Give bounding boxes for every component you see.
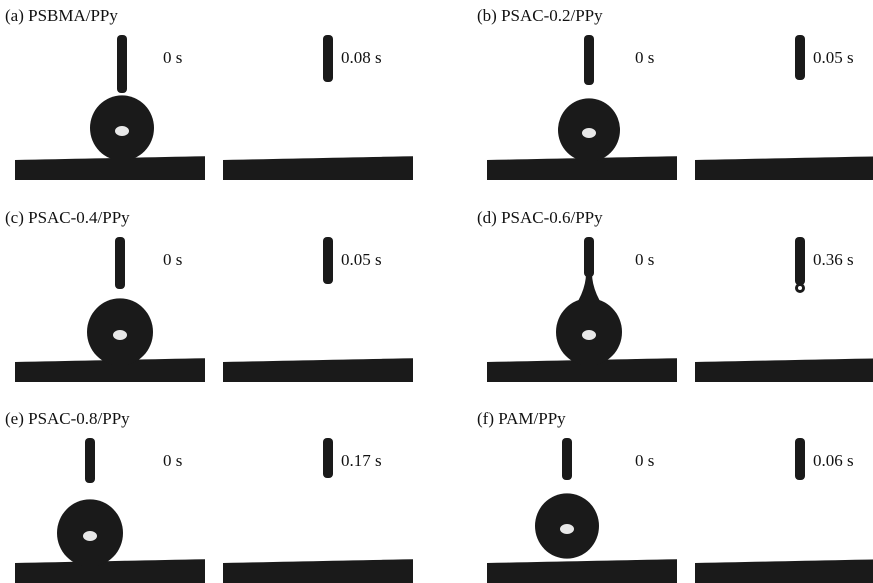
droplet-image: 0 s — [15, 438, 205, 583]
droplet-image: 0.06 s — [695, 438, 873, 583]
drop-highlight — [560, 524, 574, 534]
needle — [117, 35, 127, 93]
panel: (d) PSAC-0.6/PPy 0 s 0.36 s — [477, 208, 873, 382]
substrate — [695, 358, 873, 382]
time-label: 0 s — [635, 48, 654, 67]
time-label: 0.17 s — [341, 451, 382, 470]
droplet-image: 0 s — [15, 35, 205, 180]
panel: (b) PSAC-0.2/PPy 0 s 0.05 s — [477, 6, 873, 180]
panel-label: (f) PAM/PPy — [477, 409, 566, 428]
panel: (e) PSAC-0.8/PPy 0 s 0.17 s — [5, 409, 413, 583]
time-label: 0.05 s — [341, 250, 382, 269]
droplet-image: 0.36 s — [695, 237, 873, 382]
needle — [323, 35, 333, 82]
time-label: 0.05 s — [813, 48, 854, 67]
drop-highlight — [115, 126, 129, 136]
panel-label: (c) PSAC-0.4/PPy — [5, 208, 130, 227]
needle — [795, 35, 805, 80]
panel-label: (d) PSAC-0.6/PPy — [477, 208, 603, 227]
droplet-image: 0 s — [15, 237, 205, 382]
substrate — [15, 156, 205, 180]
needle — [323, 237, 333, 284]
drop-residue-hl — [798, 286, 802, 290]
needle — [795, 438, 805, 480]
panel: (f) PAM/PPy 0 s 0.06 s — [477, 409, 873, 583]
needle — [323, 438, 333, 478]
substrate — [223, 156, 413, 180]
droplet-image: 0 s — [487, 237, 677, 382]
needle — [584, 237, 594, 277]
time-label: 0 s — [163, 48, 182, 67]
droplet-image: 0.05 s — [223, 237, 413, 382]
droplet-image: 0.05 s — [695, 35, 873, 180]
substrate — [223, 559, 413, 583]
drop-highlight — [113, 330, 127, 340]
needle — [584, 35, 594, 85]
substrate — [487, 559, 677, 583]
panel-label: (b) PSAC-0.2/PPy — [477, 6, 603, 25]
needle — [795, 237, 805, 285]
drop-highlight — [582, 330, 596, 340]
time-label: 0.08 s — [341, 48, 382, 67]
time-label: 0 s — [635, 451, 654, 470]
drop-highlight — [83, 531, 97, 541]
droplet-image: 0.17 s — [223, 438, 413, 583]
substrate — [15, 559, 205, 583]
time-label: 0.06 s — [813, 451, 854, 470]
time-label: 0 s — [163, 250, 182, 269]
figure: (a) PSBMA/PPy 0 s 0.08 s (b) PSAC-0.2/PPy 0 … — [0, 0, 873, 583]
droplet-image: 0 s — [487, 35, 677, 180]
needle — [562, 438, 572, 480]
needle — [115, 237, 125, 289]
substrate — [695, 156, 873, 180]
droplet-image: 0 s — [487, 438, 677, 583]
time-label: 0 s — [635, 250, 654, 269]
needle — [85, 438, 95, 483]
droplet-image: 0.08 s — [223, 35, 413, 180]
panel-label: (e) PSAC-0.8/PPy — [5, 409, 130, 428]
substrate — [223, 358, 413, 382]
panel: (a) PSBMA/PPy 0 s 0.08 s — [5, 6, 413, 180]
substrate — [695, 559, 873, 583]
panel-label: (a) PSBMA/PPy — [5, 6, 118, 25]
time-label: 0.36 s — [813, 250, 854, 269]
drop-highlight — [582, 128, 596, 138]
time-label: 0 s — [163, 451, 182, 470]
panel: (c) PSAC-0.4/PPy 0 s 0.05 s — [5, 208, 413, 382]
